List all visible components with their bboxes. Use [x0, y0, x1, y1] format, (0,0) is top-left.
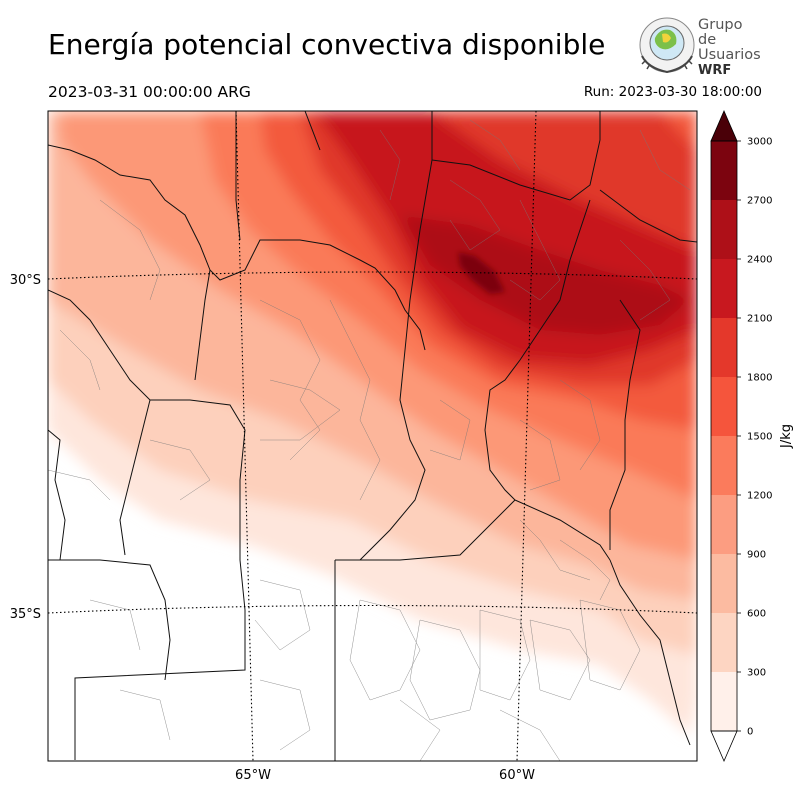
cape-field	[48, 111, 697, 761]
lat-label-35s: 35°S	[10, 607, 41, 622]
colorbar-tick-label: 2400	[747, 255, 772, 266]
colorbar-band-1200-1500	[711, 436, 737, 495]
colorbar-band-1500-1800	[711, 377, 737, 436]
logo-line-1: Grupo de	[698, 17, 743, 48]
colorbar-band-2400-2700	[711, 200, 737, 259]
colorbar-tick-label: 1800	[747, 373, 772, 384]
parallel-30s	[48, 271, 697, 280]
colorbar-band-300-600	[711, 613, 737, 672]
department-boundaries	[48, 119, 691, 761]
grupo-usuarios-wrf-logo: Grupo de Usuarios WRF	[638, 16, 763, 78]
colorbar-tick-label: 1500	[747, 432, 772, 443]
meridian-65w	[235, 111, 254, 761]
colorbar-tick-label: 300	[747, 668, 766, 679]
run-time: Run: 2023-03-30 18:00:00	[583, 84, 762, 100]
colorbar-tick-label: 3000	[747, 137, 772, 148]
colorbar-band-1800-2100	[711, 318, 737, 377]
cape-band-2700-3000	[458, 252, 505, 294]
colorbar-extend-min	[710, 730, 738, 763]
colorbar-tick-label: 900	[747, 550, 766, 561]
graticule	[48, 111, 697, 761]
lat-label-30s: 30°S	[10, 273, 41, 288]
meridian-60w	[516, 111, 537, 761]
colorbar-band-0-300	[711, 672, 737, 731]
logo-line-3: WRF	[698, 63, 732, 78]
colorbar-extend-max	[710, 109, 738, 142]
lon-label-65w: 65°W	[235, 768, 271, 783]
parallel-35s	[48, 604, 697, 614]
chart-title: Energía potencial convectiva disponible	[48, 28, 606, 61]
colorbar-tick-label: 0	[747, 727, 753, 738]
colorbar-band-900-1200	[711, 495, 737, 554]
lon-label-60w: 60°W	[499, 768, 535, 783]
colorbar-band-600-900	[711, 554, 737, 613]
globe-emblem-icon	[639, 17, 695, 74]
colorbar-units-label: J/kg	[779, 424, 794, 449]
colorbar-tick-label: 2100	[747, 314, 772, 325]
colorbar-tick-label: 600	[747, 609, 766, 620]
map-frame	[47, 110, 698, 762]
colorbar-tick-label: 1200	[747, 491, 772, 502]
logo-line-2: Usuarios	[698, 47, 761, 63]
colorbar: 0 300 600 900 1200 1500 1800 2100 2400 2700 3000	[710, 109, 772, 763]
province-boundaries	[48, 111, 697, 761]
colorbar-tick-label: 2700	[747, 196, 772, 207]
valid-time: 2023-03-31 00:00:00 ARG	[48, 83, 251, 101]
colorbar-band-2700-3000	[711, 141, 737, 200]
cape-band-2400-2700	[400, 215, 690, 335]
colorbar-band-2100-2400	[711, 259, 737, 318]
